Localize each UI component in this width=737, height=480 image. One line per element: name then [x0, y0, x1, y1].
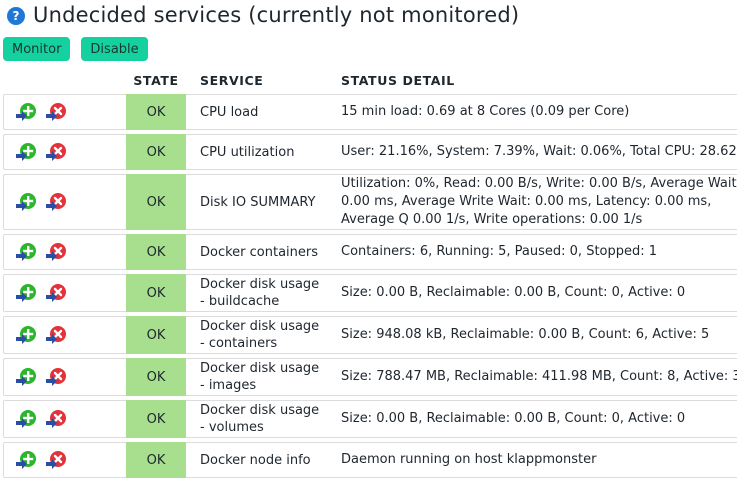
row-actions: [3, 316, 126, 354]
row-actions: [3, 274, 126, 312]
state-badge: OK: [126, 400, 186, 438]
page-header: ? Undecided services (currently not moni…: [7, 1, 519, 29]
help-icon[interactable]: ?: [7, 7, 25, 25]
monitor-service-icon[interactable]: [15, 101, 39, 123]
state-badge: OK: [126, 134, 186, 170]
service-name[interactable]: Docker disk usage - buildcache: [186, 274, 326, 312]
state-badge: OK: [126, 94, 186, 130]
status-detail: Containers: 6, Running: 5, Paused: 0, St…: [326, 234, 737, 270]
state-badge: OK: [126, 358, 186, 396]
monitor-service-icon[interactable]: [15, 324, 39, 346]
table-row: OK Docker disk usage - containers Size: …: [3, 316, 737, 354]
row-actions: [3, 134, 126, 170]
monitor-service-icon[interactable]: [15, 366, 39, 388]
table-row: OK Docker disk usage - volumes Size: 0.0…: [3, 400, 737, 438]
disable-button[interactable]: Disable: [81, 37, 148, 61]
monitor-button[interactable]: Monitor: [3, 37, 71, 61]
table-row: OK Docker containers Containers: 6, Runn…: [3, 234, 737, 270]
row-actions: [3, 442, 126, 478]
service-name[interactable]: Disk IO SUMMARY: [186, 174, 326, 230]
status-detail: Utilization: 0%, Read: 0.00 B/s, Write: …: [326, 174, 737, 230]
table-row: OK CPU load 15 min load: 0.69 at 8 Cores…: [3, 94, 737, 130]
actions-column-header: [3, 70, 126, 90]
service-name[interactable]: CPU load: [186, 94, 326, 130]
table-row: OK Docker disk usage - images Size: 788.…: [3, 358, 737, 396]
disable-service-icon[interactable]: [45, 141, 69, 163]
status-detail: Size: 788.47 MB, Reclaimable: 411.98 MB,…: [326, 358, 737, 396]
table-row: OK Docker disk usage - buildcache Size: …: [3, 274, 737, 312]
disable-service-icon[interactable]: [45, 449, 69, 471]
row-actions: [3, 400, 126, 438]
state-badge: OK: [126, 234, 186, 270]
service-name[interactable]: CPU utilization: [186, 134, 326, 170]
action-buttons: Monitor Disable: [3, 37, 159, 61]
state-column-header[interactable]: STATE: [133, 72, 179, 88]
service-name[interactable]: Docker node info: [186, 442, 326, 478]
services-table: STATE SERVICE STATUS DETAIL: [3, 66, 737, 480]
row-actions: [3, 174, 126, 230]
status-detail-column-header[interactable]: STATUS DETAIL: [341, 72, 455, 88]
status-detail: Daemon running on host klappmonster: [326, 442, 737, 478]
monitor-service-icon[interactable]: [15, 191, 39, 213]
disable-service-icon[interactable]: [45, 366, 69, 388]
table-row: OK Disk IO SUMMARY Utilization: 0%, Read…: [3, 174, 737, 230]
disable-service-icon[interactable]: [45, 191, 69, 213]
disable-service-icon[interactable]: [45, 101, 69, 123]
table-header-row: STATE SERVICE STATUS DETAIL: [3, 70, 737, 90]
service-name[interactable]: Docker disk usage - containers: [186, 316, 326, 354]
status-detail: User: 21.16%, System: 7.39%, Wait: 0.06%…: [326, 134, 737, 170]
monitor-service-icon[interactable]: [15, 408, 39, 430]
status-detail: 15 min load: 0.69 at 8 Cores (0.09 per C…: [326, 94, 737, 130]
page-title: Undecided services (currently not monito…: [33, 3, 520, 27]
state-badge: OK: [126, 274, 186, 312]
monitor-service-icon[interactable]: [15, 241, 39, 263]
row-actions: [3, 94, 126, 130]
table-row: OK Docker node info Daemon running on ho…: [3, 442, 737, 478]
disable-service-icon[interactable]: [45, 324, 69, 346]
status-detail: Size: 948.08 kB, Reclaimable: 0.00 B, Co…: [326, 316, 737, 354]
state-badge: OK: [126, 316, 186, 354]
row-actions: [3, 358, 126, 396]
service-name[interactable]: Docker disk usage - images: [186, 358, 326, 396]
status-detail: Size: 0.00 B, Reclaimable: 0.00 B, Count…: [326, 400, 737, 438]
disable-service-icon[interactable]: [45, 408, 69, 430]
service-name[interactable]: Docker containers: [186, 234, 326, 270]
monitor-service-icon[interactable]: [15, 141, 39, 163]
status-detail: Size: 0.00 B, Reclaimable: 0.00 B, Count…: [326, 274, 737, 312]
disable-service-icon[interactable]: [45, 282, 69, 304]
state-badge: OK: [126, 442, 186, 478]
row-actions: [3, 234, 126, 270]
table-row: OK CPU utilization User: 21.16%, System:…: [3, 134, 737, 170]
monitor-service-icon[interactable]: [15, 449, 39, 471]
state-badge: OK: [126, 174, 186, 230]
service-column-header[interactable]: SERVICE: [200, 72, 264, 88]
disable-service-icon[interactable]: [45, 241, 69, 263]
service-name[interactable]: Docker disk usage - volumes: [186, 400, 326, 438]
monitor-service-icon[interactable]: [15, 282, 39, 304]
